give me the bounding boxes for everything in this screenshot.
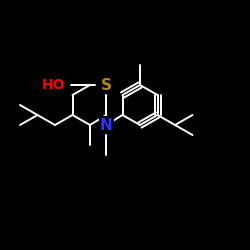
- Text: HO: HO: [42, 78, 66, 92]
- Text: S: S: [101, 78, 112, 92]
- Text: N: N: [100, 118, 112, 132]
